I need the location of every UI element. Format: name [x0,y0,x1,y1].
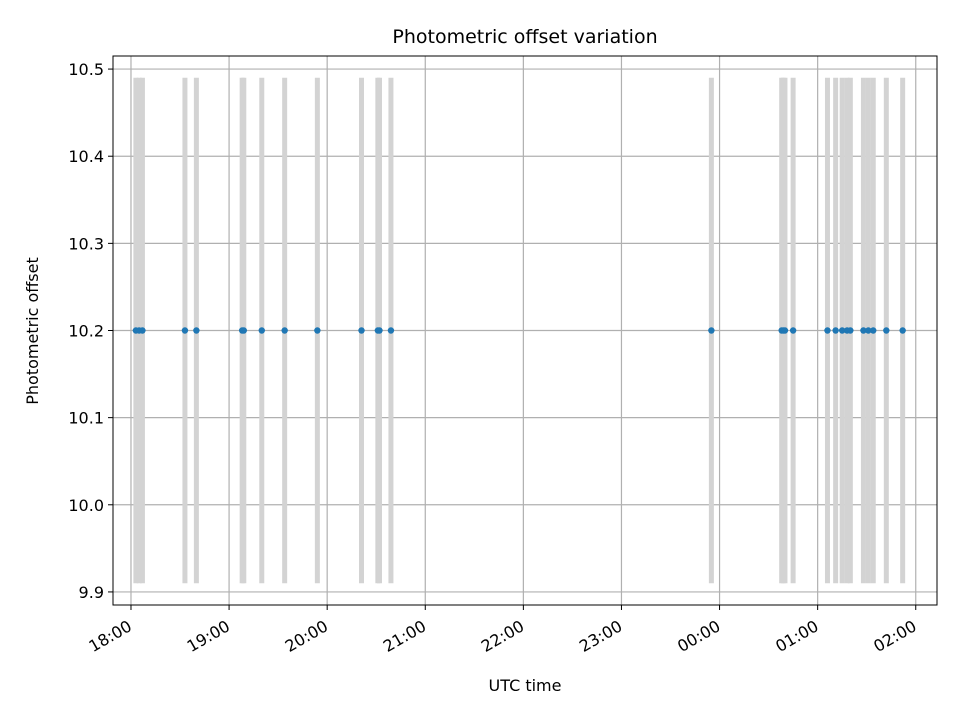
data-point [139,327,146,334]
y-tick-label: 9.9 [79,583,104,602]
data-point [847,327,854,334]
y-tick-label: 10.0 [68,496,104,515]
x-axis-label: UTC time [489,676,562,695]
y-tick-label: 10.2 [68,322,104,341]
y-axis-label: Photometric offset [23,257,42,405]
y-tick-label: 10.3 [68,234,104,253]
chart-title: Photometric offset variation [392,26,657,48]
data-point [387,327,395,334]
data-point [860,327,867,334]
y-tick-label: 10.5 [68,60,104,79]
data-point [240,327,247,334]
y-tick-label: 10.4 [68,147,104,166]
data-point [193,327,200,334]
data-point [181,327,189,334]
data-point [883,327,890,334]
data-points [132,327,906,334]
data-point [832,327,839,334]
data-point [865,327,872,334]
data-point [376,327,383,334]
data-point [314,327,321,334]
data-point [824,327,831,334]
data-point [258,327,265,334]
data-point [789,327,797,334]
data-point [281,327,288,334]
data-point [358,327,365,334]
data-point [870,327,877,334]
data-point [781,327,789,334]
grid-lines [113,56,937,605]
data-point [899,327,906,334]
y-axis-ticks: 9.9 10.0 10.1 10.2 10.3 10.4 10.5 [68,60,113,602]
y-tick-label: 10.1 [68,409,104,428]
data-point [838,327,846,334]
data-point [708,327,715,334]
